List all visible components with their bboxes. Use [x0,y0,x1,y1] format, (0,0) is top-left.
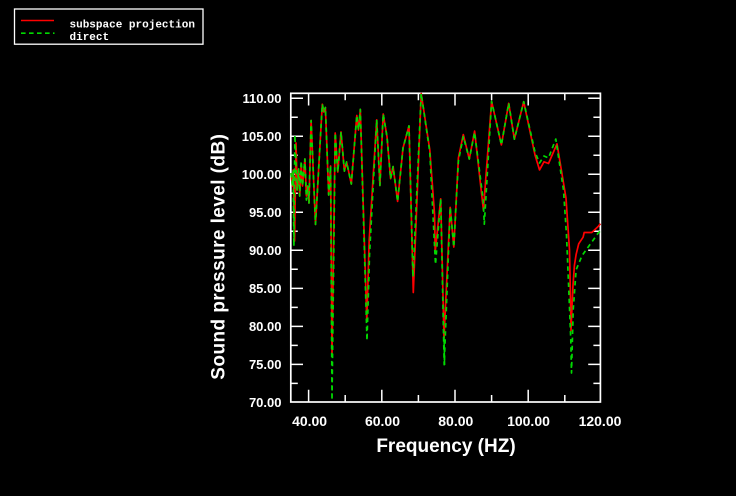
svg-text:40.00: 40.00 [292,413,327,429]
svg-text:120.00: 120.00 [579,413,622,429]
svg-text:105.00: 105.00 [242,129,282,144]
svg-text:110.00: 110.00 [242,91,281,106]
svg-text:70.00: 70.00 [249,395,282,410]
svg-text:80.00: 80.00 [438,413,473,429]
svg-text:Sound pressure level (dB): Sound pressure level (dB) [209,134,230,380]
svg-text:subspace projection: subspace projection [70,20,195,32]
svg-text:85.00: 85.00 [249,281,282,296]
svg-text:80.00: 80.00 [249,319,282,334]
svg-text:95.00: 95.00 [249,205,282,220]
svg-text:60.00: 60.00 [365,413,400,429]
svg-text:90.00: 90.00 [249,243,282,258]
svg-text:100.00: 100.00 [242,167,282,182]
svg-text:75.00: 75.00 [249,357,282,372]
svg-text:direct: direct [70,32,110,44]
svg-text:Frequency (HZ): Frequency (HZ) [376,436,515,457]
svg-text:100.00: 100.00 [507,413,550,429]
